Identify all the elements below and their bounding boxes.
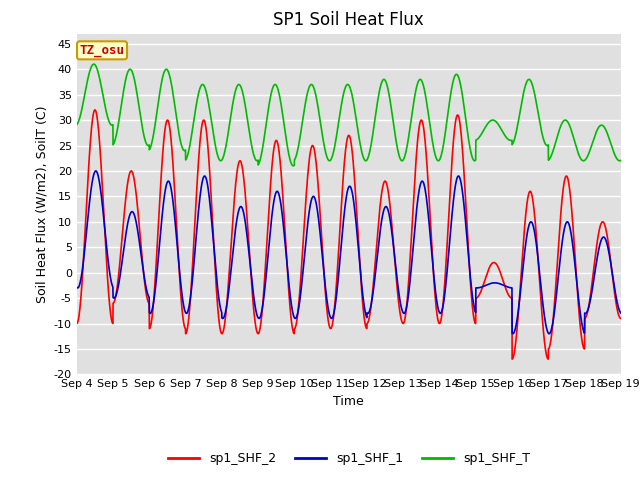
Legend: sp1_SHF_2, sp1_SHF_1, sp1_SHF_T: sp1_SHF_2, sp1_SHF_1, sp1_SHF_T	[163, 447, 535, 470]
Text: TZ_osu: TZ_osu	[79, 44, 125, 57]
Title: SP1 Soil Heat Flux: SP1 Soil Heat Flux	[273, 11, 424, 29]
X-axis label: Time: Time	[333, 395, 364, 408]
Y-axis label: Soil Heat Flux (W/m2), SoilT (C): Soil Heat Flux (W/m2), SoilT (C)	[35, 105, 48, 303]
